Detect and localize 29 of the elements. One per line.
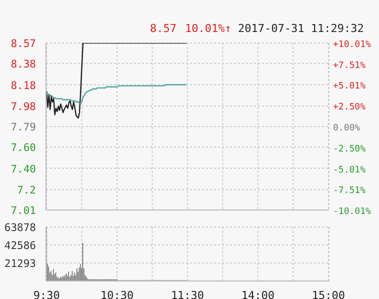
y2-tick-label: -7.51% (333, 186, 366, 196)
y-tick-label: 7.40 (10, 163, 36, 176)
text: 10.01%↑ (185, 22, 232, 35)
y2-tick-label: +7.51% (333, 60, 366, 71)
y-tick-label: 21293 (4, 258, 36, 270)
text: 8.57 (150, 22, 176, 35)
x-tick-label: 11:30 (170, 289, 204, 299)
y2-tick-label: -2.50% (333, 144, 366, 154)
y2-tick-label: 0.00% (333, 124, 361, 134)
y-tick-label: 42586 (4, 240, 36, 252)
y-tick-label: 7.79 (10, 122, 36, 134)
x-tick-label: 15:00 (312, 289, 345, 299)
y-tick-label: 7.60 (10, 142, 36, 154)
y-tick-label: 7.2 (17, 184, 36, 197)
y2-tick-label: +10.01% (333, 40, 372, 50)
text: 2017-07-31 11:29:32 (238, 22, 364, 35)
x-tick-label: 9:30 (33, 289, 60, 299)
y2-tick-label: -10.01% (333, 207, 372, 217)
y-tick-label: 7.98 (10, 101, 36, 114)
y2-tick-label: +5.01% (333, 82, 366, 92)
y-tick-label: 8.38 (10, 58, 36, 70)
x-tick-label: 10:30 (100, 289, 134, 299)
y-tick-label: 63878 (4, 222, 36, 234)
x-tick-label: 14:00 (241, 289, 275, 299)
y-tick-label: 8.57 (10, 38, 36, 50)
y2-tick-label: +2.50% (333, 102, 366, 113)
y-tick-label: 7.01 (10, 205, 36, 217)
y-tick-label: 8.18 (10, 80, 36, 92)
y2-tick-label: -5.01% (333, 165, 366, 176)
